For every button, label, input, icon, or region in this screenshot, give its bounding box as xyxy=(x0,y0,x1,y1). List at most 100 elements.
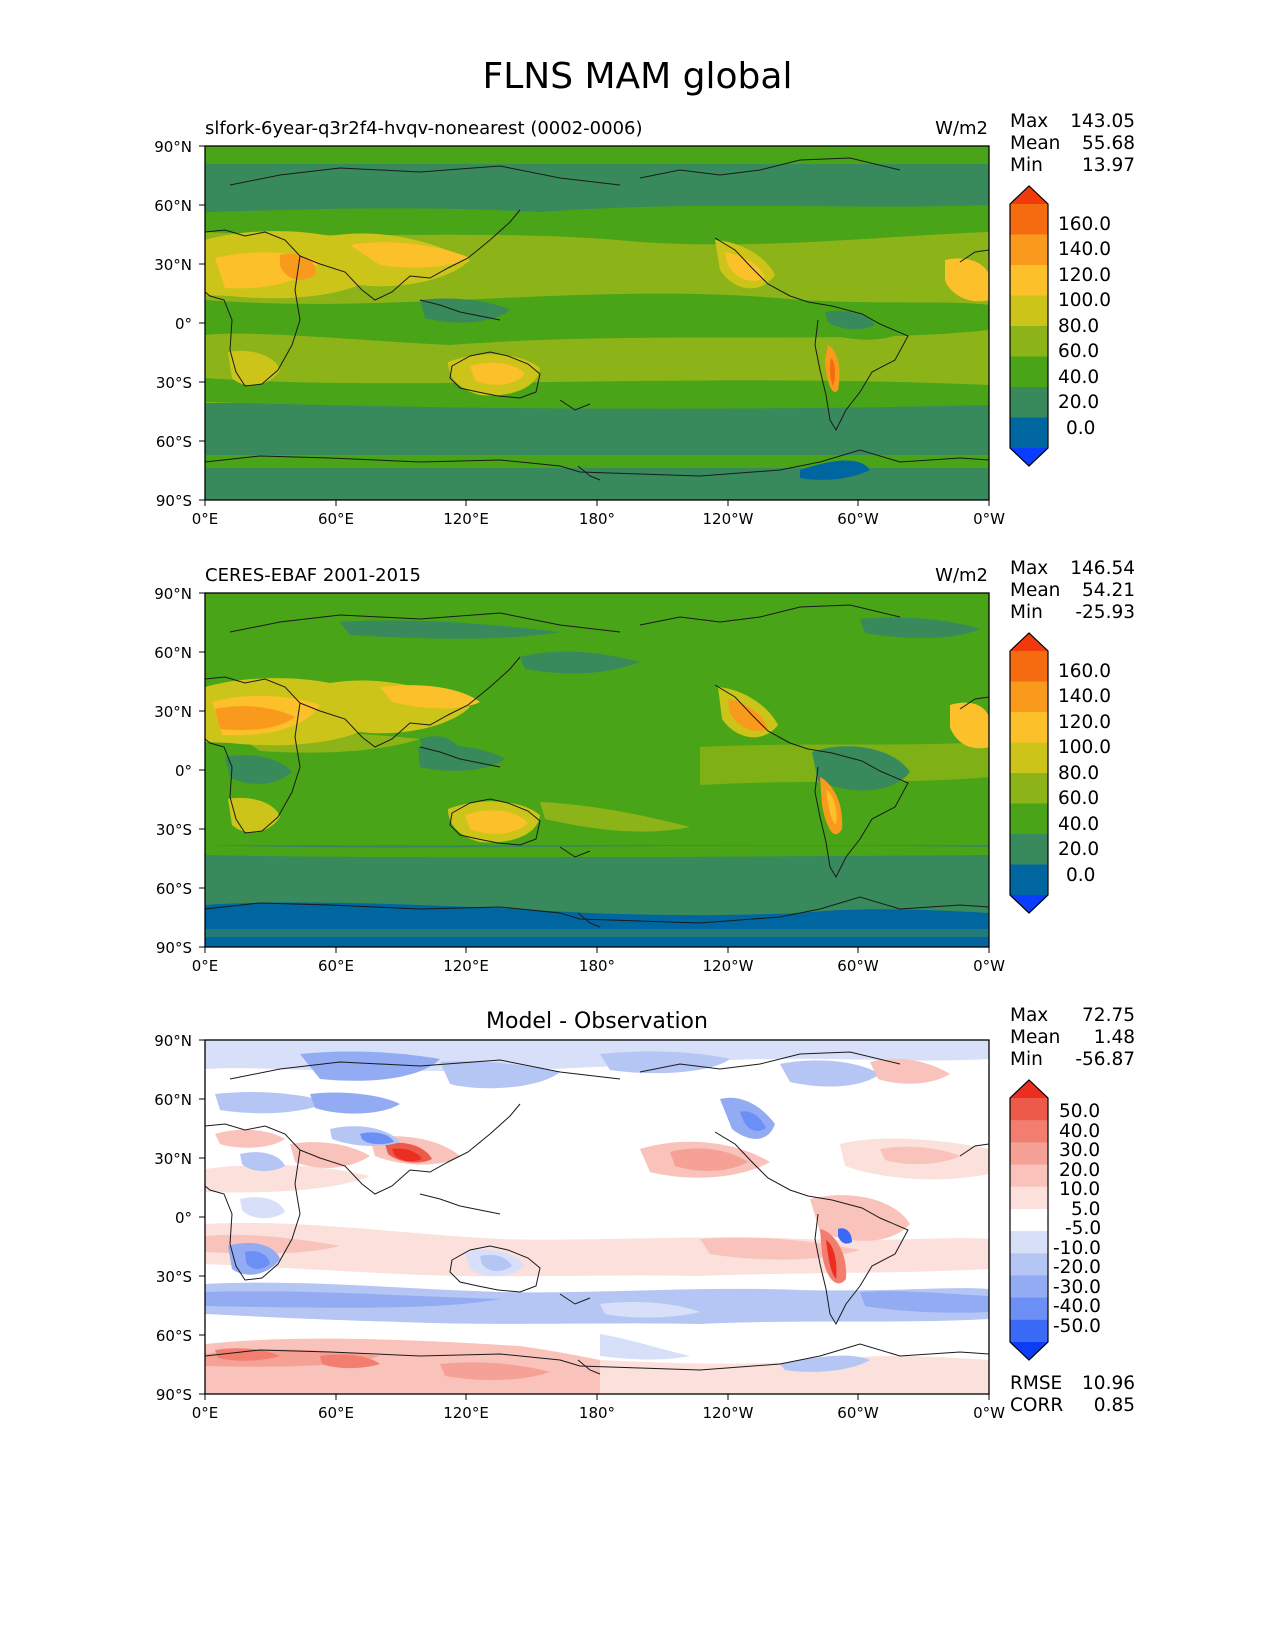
colorbar xyxy=(1009,1079,1049,1361)
stat-value: 55.68 xyxy=(1082,133,1135,154)
lon-tick-label: 180° xyxy=(579,510,615,528)
colorbar-label: 120.0 xyxy=(1058,265,1111,286)
lat-tick-label: 0° xyxy=(175,762,192,780)
colorbar-segment xyxy=(1010,864,1048,896)
colorbar-label: 0.0 xyxy=(1066,865,1096,886)
colorbar-label: 20.0 xyxy=(1058,392,1100,413)
colorbar-label: -5.0 xyxy=(1065,1218,1102,1239)
colorbar-segment xyxy=(1010,712,1048,743)
colorbar-segment xyxy=(1010,1142,1048,1166)
lat-tick-label: 60°N xyxy=(154,197,192,215)
lon-tick-label: 120°W xyxy=(703,510,754,528)
colorbar-outline xyxy=(1009,185,1049,467)
lon-tick-label: 60°E xyxy=(318,1404,354,1422)
lat-tick-label: 60°N xyxy=(154,1091,192,1109)
lat-tick-label: 0° xyxy=(175,1209,192,1227)
colorbar-segment xyxy=(1010,1275,1048,1299)
lat-tick-label: 90°S xyxy=(156,492,192,510)
colorbar-extend-bottom xyxy=(1010,1342,1048,1360)
metric-label: RMSE xyxy=(1010,1373,1063,1394)
stat-label: Min xyxy=(1010,602,1043,623)
colorbar-label: 140.0 xyxy=(1058,686,1111,707)
panel-units: W/m2 xyxy=(935,118,988,139)
stat-label: Min xyxy=(1010,155,1043,176)
colorbar-label: 60.0 xyxy=(1058,341,1100,362)
colorbar-segment xyxy=(1010,1208,1048,1232)
lon-axis: 0°E 60°E 120°E 180° 120°W 60°W 0°W xyxy=(192,947,1005,975)
stat-label: Max xyxy=(1010,1005,1049,1026)
colorbar-segment xyxy=(1010,651,1048,682)
colorbar-label: 40.0 xyxy=(1059,1121,1101,1142)
colorbar-label: 160.0 xyxy=(1058,661,1111,682)
colorbar-label: 0.0 xyxy=(1066,418,1096,439)
colorbar-label: 100.0 xyxy=(1058,737,1111,758)
filled-contour-map xyxy=(205,1040,989,1394)
colorbar-segment xyxy=(1010,742,1048,774)
colorbar-label: -50.0 xyxy=(1053,1316,1101,1337)
colorbar-label: 40.0 xyxy=(1058,814,1100,835)
colorbar-outline xyxy=(1009,1079,1049,1361)
lon-tick-label: 120°W xyxy=(703,957,754,975)
panel-left-title: CERES-EBAF 2001-2015 xyxy=(205,565,421,586)
panel-left-title: slfork-6year-q3r2f4-hvqv-nonearest (0002… xyxy=(205,118,643,139)
stat-value: 72.75 xyxy=(1082,1005,1135,1026)
lon-tick-label: 60°W xyxy=(837,510,879,528)
lon-tick-label: 0°E xyxy=(192,1404,219,1422)
stat-label: Mean xyxy=(1010,133,1061,154)
colorbar-label: 20.0 xyxy=(1059,1160,1101,1181)
colorbar-label: -10.0 xyxy=(1053,1238,1101,1259)
map-panel-test: slfork-6year-q3r2f4-hvqv-nonearest (0002… xyxy=(154,118,1049,528)
colorbar-segment xyxy=(1010,1297,1048,1321)
stat-value: -25.93 xyxy=(1075,602,1135,623)
lat-tick-label: 30°N xyxy=(154,256,192,274)
colorbar xyxy=(1009,185,1049,467)
colorbar-segment xyxy=(1010,1098,1048,1121)
lon-tick-label: 60°E xyxy=(318,510,354,528)
lat-tick-label: 30°S xyxy=(156,1268,192,1286)
lat-tick-label: 60°N xyxy=(154,644,192,662)
lat-tick-label: 30°S xyxy=(156,821,192,839)
lat-tick-label: 90°N xyxy=(154,138,192,156)
colorbar-segment xyxy=(1010,1253,1048,1276)
colorbar-segment xyxy=(1010,1186,1048,1210)
colorbar-segment xyxy=(1010,356,1048,388)
lat-tick-label: 90°S xyxy=(156,939,192,957)
colorbar-label: -30.0 xyxy=(1053,1277,1101,1298)
colorbar-outline xyxy=(1009,632,1049,914)
colorbar-extend-bottom xyxy=(1010,895,1048,913)
lat-axis: 90°N 60°N 30°N 0° 30°S 60°S 90°S xyxy=(154,138,205,510)
figure-title: FLNS MAM global xyxy=(482,56,793,97)
colorbar-segment xyxy=(1010,681,1048,713)
colorbar xyxy=(1009,632,1049,914)
colorbar-segment xyxy=(1010,1231,1048,1254)
colorbar-segment xyxy=(1010,326,1048,357)
map-panel-reference: CERES-EBAF 2001-2015 W/m2 xyxy=(154,565,1049,975)
colorbar-segment xyxy=(1010,1319,1048,1343)
colorbar-segment xyxy=(1010,1164,1048,1188)
lon-tick-label: 0°W xyxy=(973,1404,1005,1422)
colorbar-segment xyxy=(1010,295,1048,327)
colorbar-label: 30.0 xyxy=(1059,1140,1101,1161)
lat-tick-label: 60°S xyxy=(156,1327,192,1345)
lat-tick-label: 30°N xyxy=(154,703,192,721)
colorbar-segment xyxy=(1010,803,1048,835)
stat-label: Min xyxy=(1010,1049,1043,1070)
lat-tick-label: 90°S xyxy=(156,1386,192,1404)
colorbar-label: 140.0 xyxy=(1058,239,1111,260)
colorbar-extend-top xyxy=(1010,186,1048,204)
colorbar-label: 20.0 xyxy=(1058,839,1100,860)
lat-tick-label: 60°S xyxy=(156,433,192,451)
colorbar-label: 60.0 xyxy=(1058,788,1100,809)
lon-tick-label: 120°E xyxy=(443,1404,489,1422)
stats-block: Max 143.05 Mean 55.68 Min 13.97 xyxy=(1010,111,1135,177)
metric-value: 10.96 xyxy=(1082,1373,1135,1394)
filled-contour-map xyxy=(205,593,989,947)
colorbar-label: 50.0 xyxy=(1059,1101,1101,1122)
colorbar-segment xyxy=(1010,265,1048,296)
colorbar-segment xyxy=(1010,834,1048,865)
stats-block: Max 146.54 Mean 54.21 Min -25.93 xyxy=(1010,558,1135,624)
lon-tick-label: 180° xyxy=(579,957,615,975)
colorbar-label: -20.0 xyxy=(1053,1257,1101,1278)
coastlines xyxy=(205,157,989,481)
lon-tick-label: 0°E xyxy=(192,957,219,975)
